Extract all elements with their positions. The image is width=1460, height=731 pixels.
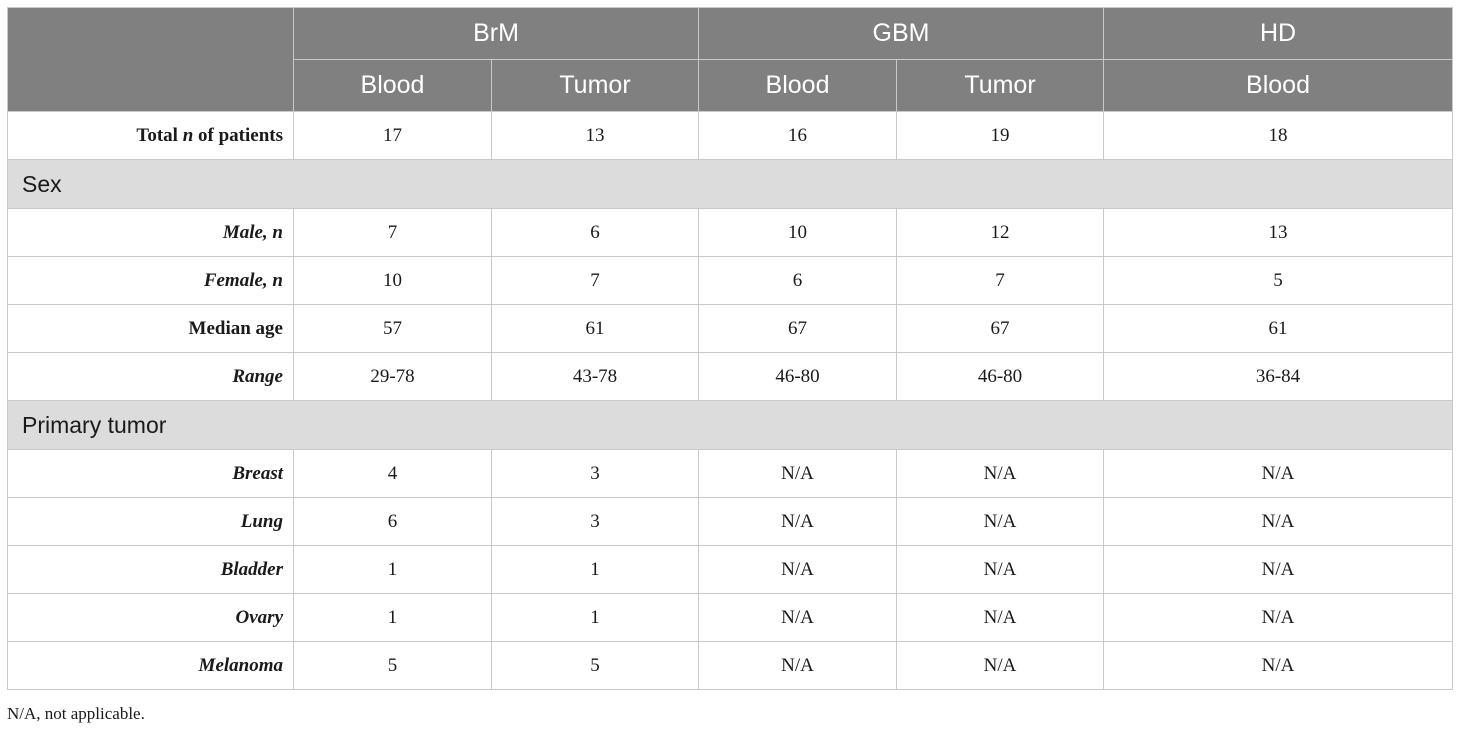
table-cell: 29-78 — [293, 352, 492, 401]
table-cell: N/A — [1103, 545, 1454, 594]
table-cell: N/A — [1103, 449, 1454, 498]
table-cell: 5 — [293, 641, 492, 690]
table-cell: N/A — [1103, 497, 1454, 546]
table-cell: 7 — [896, 256, 1105, 305]
table-cell: 1 — [293, 593, 492, 642]
table-row-median-age: Median age 57 61 67 67 61 — [7, 304, 1454, 353]
section-row-primary-tumor: Primary tumor — [6, 400, 1454, 450]
table-row-female: Female, n 10 7 6 7 5 — [7, 256, 1454, 305]
table-row-bladder: Bladder 1 1 N/A N/A N/A — [7, 545, 1454, 594]
group-header-hd: HD — [1103, 7, 1454, 60]
row-label-melanoma: Melanoma — [7, 641, 294, 690]
table-cell: 4 — [293, 449, 492, 498]
table-cell: 3 — [490, 449, 700, 498]
row-label-suffix: of patients — [193, 124, 283, 146]
table-cell: N/A — [896, 449, 1105, 498]
table-cell: 61 — [1103, 304, 1454, 353]
section-row-sex: Sex — [6, 159, 1454, 209]
table-cell: N/A — [1103, 641, 1454, 690]
row-label-male: Male, n — [7, 208, 294, 257]
table-cell: 13 — [490, 111, 700, 160]
table-cell: 10 — [293, 256, 492, 305]
table-cell: 67 — [698, 304, 898, 353]
table-cell: 5 — [490, 641, 700, 690]
table-cell: 16 — [698, 111, 898, 160]
patient-characteristics-table: BrM GBM HD Blood Tumor Blood Tumor Blood… — [6, 7, 1454, 690]
row-label-range: Range — [7, 352, 294, 401]
table-cell: 1 — [490, 593, 700, 642]
subheader-gbm-tumor: Tumor — [896, 59, 1105, 112]
subheader-gbm-blood: Blood — [698, 59, 898, 112]
table-row-lung: Lung 6 3 N/A N/A N/A — [7, 497, 1454, 546]
table-cell: 10 — [698, 208, 898, 257]
row-label-median-age: Median age — [7, 304, 294, 353]
table-cell: 12 — [896, 208, 1105, 257]
row-label-bladder: Bladder — [7, 545, 294, 594]
header-corner-cell — [7, 7, 294, 112]
table-cell: N/A — [698, 449, 898, 498]
table-row-breast: Breast 4 3 N/A N/A N/A — [7, 449, 1454, 498]
patient-characteristics-table-wrapper: BrM GBM HD Blood Tumor Blood Tumor Blood… — [6, 7, 1454, 690]
row-label-n: n — [182, 124, 194, 146]
table-cell: 19 — [896, 111, 1105, 160]
table-cell: 5 — [1103, 256, 1454, 305]
table-cell: 17 — [293, 111, 492, 160]
table-cell: N/A — [698, 593, 898, 642]
subheader-row: Blood Tumor Blood Tumor Blood — [8, 59, 1454, 112]
table-cell: 6 — [490, 208, 700, 257]
row-label-prefix: Total — [136, 124, 183, 146]
table-cell: 6 — [293, 497, 492, 546]
section-title-primary-tumor: Primary tumor — [6, 400, 1454, 450]
table-cell: N/A — [896, 641, 1105, 690]
table-cell: 7 — [490, 256, 700, 305]
table-cell: 36-84 — [1103, 352, 1454, 401]
table-cell: 61 — [490, 304, 700, 353]
table-cell: N/A — [896, 497, 1105, 546]
row-label-total-patients: Total n of patients — [7, 111, 294, 160]
table-cell: 1 — [293, 545, 492, 594]
table-cell: 13 — [1103, 208, 1454, 257]
row-label-female: Female, n — [7, 256, 294, 305]
table-cell: 57 — [293, 304, 492, 353]
table-cell: 43-78 — [490, 352, 700, 401]
table-row-ovary: Ovary 1 1 N/A N/A N/A — [7, 593, 1454, 642]
table-cell: N/A — [1103, 593, 1454, 642]
table-row-melanoma: Melanoma 5 5 N/A N/A N/A — [7, 641, 1454, 690]
table-footnote: N/A, not applicable. — [7, 704, 145, 723]
table-cell: 46-80 — [896, 352, 1105, 401]
subheader-brm-tumor: Tumor — [490, 59, 700, 112]
table-cell: N/A — [698, 641, 898, 690]
table-row-total-patients: Total n of patients 17 13 16 19 18 — [7, 111, 1454, 160]
group-header-brm: BrM — [292, 7, 700, 60]
table-cell: 6 — [698, 256, 898, 305]
row-label-breast: Breast — [7, 449, 294, 498]
table-cell: N/A — [698, 497, 898, 546]
row-label-lung: Lung — [7, 497, 294, 546]
table-cell: 1 — [490, 545, 700, 594]
table-cell: N/A — [896, 593, 1105, 642]
row-label-ovary: Ovary — [7, 593, 294, 642]
table-cell: N/A — [896, 545, 1105, 594]
subheader-hd-blood: Blood — [1103, 59, 1454, 112]
table-header: BrM GBM HD Blood Tumor Blood Tumor Blood — [7, 7, 1454, 112]
table-cell: N/A — [698, 545, 898, 594]
table-cell: 18 — [1103, 111, 1454, 160]
table-row-male: Male, n 7 6 10 12 13 — [7, 208, 1454, 257]
group-header-gbm: GBM — [698, 7, 1105, 60]
group-header-row: BrM GBM HD — [7, 7, 1454, 112]
table-row-range: Range 29-78 43-78 46-80 46-80 36-84 — [7, 352, 1454, 401]
table-cell: 3 — [490, 497, 700, 546]
table-cell: 7 — [293, 208, 492, 257]
subheader-brm-blood: Blood — [293, 59, 492, 112]
table-cell: 67 — [896, 304, 1105, 353]
table-cell: 46-80 — [698, 352, 898, 401]
section-title-sex: Sex — [6, 159, 1454, 209]
table-body: Total n of patients 17 13 16 19 18 Sex M… — [6, 111, 1454, 690]
